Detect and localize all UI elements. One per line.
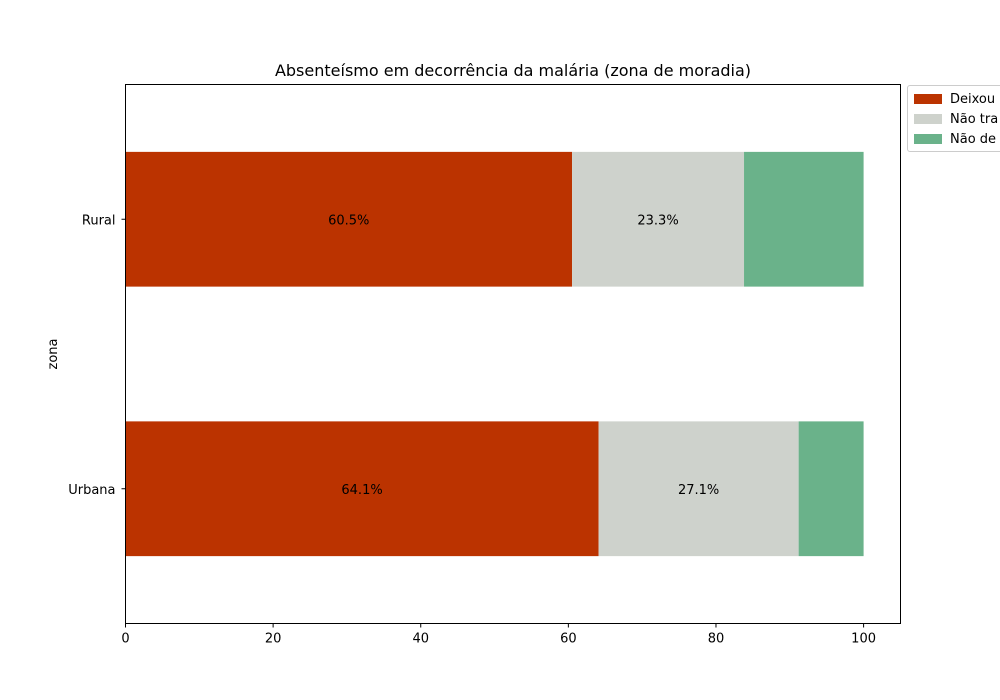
x-tick-label: 0 bbox=[121, 632, 129, 647]
plot-frame bbox=[125, 84, 901, 624]
x-tick-label: 60 bbox=[560, 632, 577, 647]
legend-label-deixou: Deixou bbox=[950, 91, 996, 107]
x-axis: 0 20 40 60 80 100 bbox=[121, 623, 876, 647]
bar-labels-group: 64.1% 27.1% 60.5% 23.3% bbox=[328, 213, 719, 498]
y-axis: Urbana Rural bbox=[68, 213, 126, 498]
bars-group bbox=[125, 151, 864, 557]
y-tick-label-rural: Rural bbox=[82, 213, 116, 228]
bar-label-rural-deixou: 60.5% bbox=[328, 213, 369, 228]
x-tick-label: 20 bbox=[265, 632, 282, 647]
legend-item-nao-tra: Não tra bbox=[914, 111, 998, 127]
bar-urbana-nao-tra bbox=[598, 421, 799, 557]
bar-label-urbana-deixou: 64.1% bbox=[341, 483, 382, 498]
bar-rural-nao-de bbox=[744, 151, 864, 287]
chart-title: Absenteísmo em decorrência da malária (z… bbox=[275, 61, 751, 80]
x-tick-label: 100 bbox=[851, 632, 876, 647]
legend-item-nao-de: Não de bbox=[914, 131, 996, 147]
legend-swatch-nao-de bbox=[914, 134, 942, 144]
bar-urbana-nao-de bbox=[798, 421, 864, 557]
y-tick-label-urbana: Urbana bbox=[68, 483, 115, 498]
bar-label-rural-nao-tra: 23.3% bbox=[637, 213, 678, 228]
y-axis-label: zona bbox=[46, 339, 61, 370]
bar-label-urbana-nao-tra: 27.1% bbox=[678, 483, 719, 498]
legend-label-nao-tra: Não tra bbox=[950, 111, 999, 127]
x-tick-label: 40 bbox=[412, 632, 429, 647]
legend-item-deixou: Deixou bbox=[914, 91, 995, 107]
legend-label-nao-de: Não de bbox=[950, 131, 997, 147]
bar-urbana-deixou bbox=[125, 421, 599, 557]
legend: Deixou Não tra Não de bbox=[907, 85, 1000, 152]
legend-swatch-deixou bbox=[914, 94, 942, 104]
bar-rural-deixou bbox=[125, 151, 573, 287]
legend-swatch-nao-tra bbox=[914, 114, 942, 124]
x-tick-label: 80 bbox=[708, 632, 725, 647]
bar-rural-nao-tra bbox=[572, 151, 745, 287]
